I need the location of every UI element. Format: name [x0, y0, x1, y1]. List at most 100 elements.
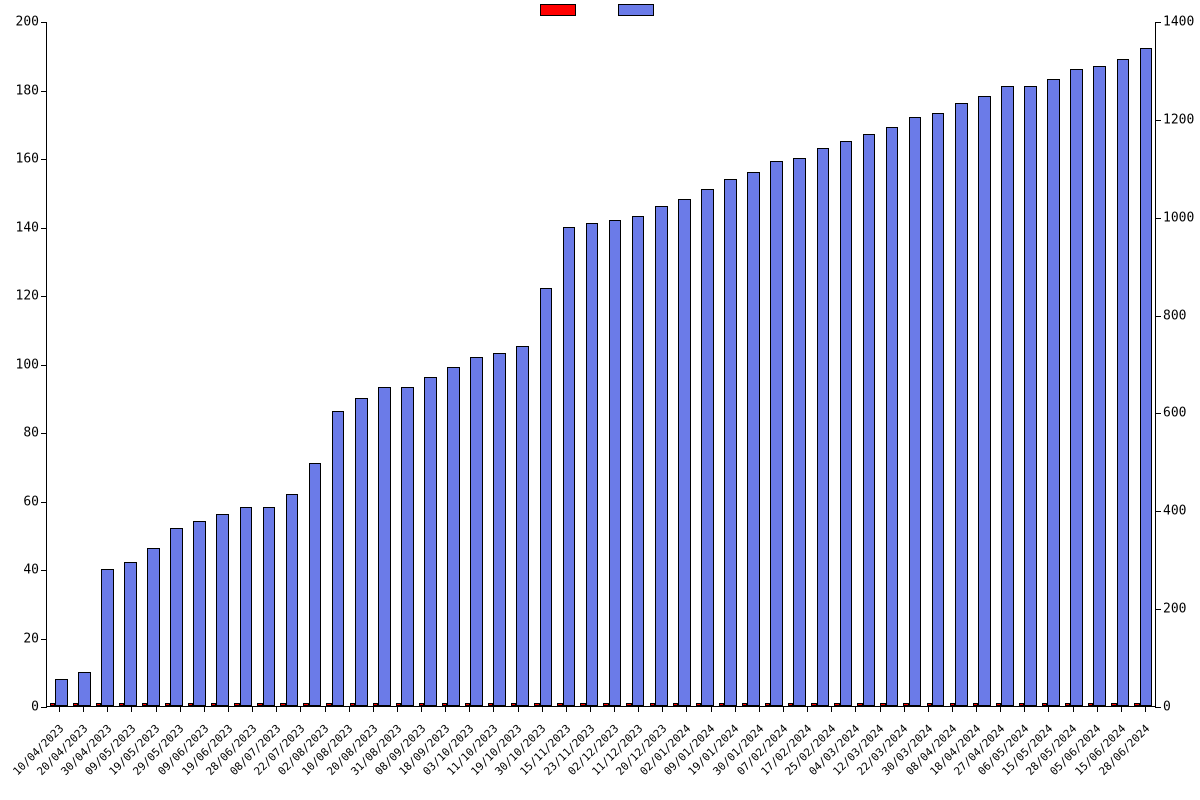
bar-group: [442, 22, 460, 706]
legend-swatch-blue: [618, 4, 654, 16]
bar-group: [788, 22, 806, 706]
legend-item-red: [540, 4, 582, 16]
x-tick: [518, 706, 519, 712]
y-right-label: 200: [1155, 602, 1186, 617]
bar-blue: [1093, 66, 1106, 706]
bar-slot: [786, 22, 809, 706]
bar-group: [1042, 22, 1060, 706]
bar-group: [650, 22, 668, 706]
bars-container: [47, 22, 1155, 706]
bar-blue: [909, 117, 922, 706]
plot-area: 0204060801001201401601802000200400600800…: [46, 22, 1156, 707]
x-tick: [204, 706, 205, 712]
x-tick: [855, 706, 856, 712]
bar-slot: [924, 22, 947, 706]
y-left-label: 120: [16, 289, 47, 304]
bar-group: [73, 22, 91, 706]
bar-group: [511, 22, 529, 706]
bar-slot: [670, 22, 693, 706]
bar-blue: [586, 223, 599, 706]
bar-blue: [563, 227, 576, 707]
bar-slot: [716, 22, 739, 706]
bar-blue: [401, 387, 414, 706]
x-tick: [276, 706, 277, 712]
bar-slot: [878, 22, 901, 706]
bar-group: [465, 22, 483, 706]
bar-blue: [55, 679, 68, 706]
bar-group: [1111, 22, 1129, 706]
bar-group: [257, 22, 275, 706]
bar-group: [857, 22, 875, 706]
y-left-label: 140: [16, 220, 47, 235]
bar-slot: [185, 22, 208, 706]
bar-slot: [578, 22, 601, 706]
bar-blue: [470, 357, 483, 706]
bar-slot: [762, 22, 785, 706]
x-tick: [880, 706, 881, 712]
bar-blue: [1001, 86, 1014, 706]
x-tick: [156, 706, 157, 712]
bar-blue: [1024, 86, 1037, 706]
y-right-label: 600: [1155, 406, 1186, 421]
x-tick: [349, 706, 350, 712]
y-left-label: 160: [16, 152, 47, 167]
y-left-label: 100: [16, 357, 47, 372]
x-tick: [83, 706, 84, 712]
bar-slot: [301, 22, 324, 706]
bar-group: [280, 22, 298, 706]
bar-group: [211, 22, 229, 706]
bar-group: [880, 22, 898, 706]
x-tick: [325, 706, 326, 712]
bar-blue: [1140, 48, 1153, 706]
y-left-label: 80: [23, 426, 47, 441]
bar-slot: [647, 22, 670, 706]
bar-group: [1134, 22, 1152, 706]
bar-blue: [678, 199, 691, 706]
bar-group: [903, 22, 921, 706]
bar-group: [419, 22, 437, 706]
bar-blue: [655, 206, 668, 706]
x-tick: [397, 706, 398, 712]
y-right-label: 800: [1155, 308, 1186, 323]
bar-blue: [424, 377, 437, 706]
bar-blue: [216, 514, 229, 706]
bar-blue: [632, 216, 645, 706]
bar-group: [188, 22, 206, 706]
y-left-label: 20: [23, 631, 47, 646]
bar-group: [488, 22, 506, 706]
x-tick: [590, 706, 591, 712]
x-tick: [1145, 706, 1146, 712]
x-tick: [131, 706, 132, 712]
bar-slot: [439, 22, 462, 706]
bar-group: [973, 22, 991, 706]
bar-group: [580, 22, 598, 706]
y-right-label: 1200: [1155, 112, 1194, 127]
bar-blue: [978, 96, 991, 706]
y-left-label: 60: [23, 494, 47, 509]
x-tick: [614, 706, 615, 712]
bar-blue: [1047, 79, 1060, 706]
legend-item-blue: [618, 4, 660, 16]
bar-blue: [1070, 69, 1083, 706]
bar-group: [811, 22, 829, 706]
bar-slot: [209, 22, 232, 706]
bar-slot: [70, 22, 93, 706]
x-tick: [711, 706, 712, 712]
bar-slot: [1132, 22, 1155, 706]
bar-slot: [255, 22, 278, 706]
bar-slot: [624, 22, 647, 706]
bar-slot: [416, 22, 439, 706]
x-tick: [300, 706, 301, 712]
bar-slot: [993, 22, 1016, 706]
y-left-label: 0: [31, 700, 47, 715]
bar-blue: [793, 158, 806, 706]
bar-group: [673, 22, 691, 706]
bar-blue: [955, 103, 968, 706]
bar-blue: [540, 288, 553, 706]
bar-slot: [532, 22, 555, 706]
x-tick: [1121, 706, 1122, 712]
legend: [0, 4, 1200, 16]
x-tick: [662, 706, 663, 712]
bar-slot: [855, 22, 878, 706]
bar-blue: [147, 548, 160, 706]
